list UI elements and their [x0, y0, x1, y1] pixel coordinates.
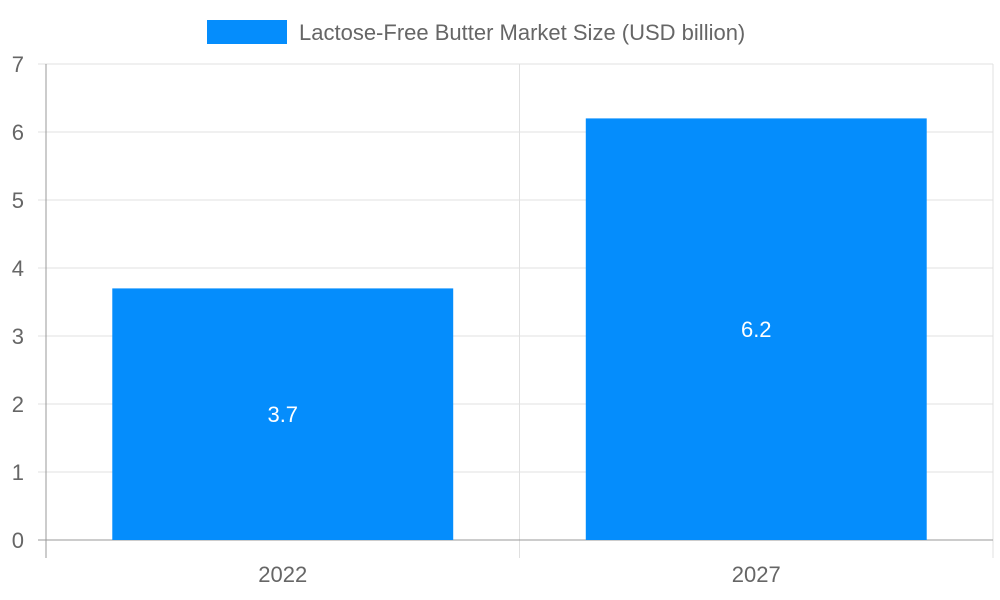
legend[interactable]: Lactose-Free Butter Market Size (USD bil… [207, 20, 745, 45]
labels: 0 1 2 3 4 5 6 7 3.7 2022 6.2 2027 [12, 52, 781, 587]
y-tick-label: 3 [12, 324, 24, 349]
x-tick-label-2022: 2022 [258, 562, 307, 587]
legend-label: Lactose-Free Butter Market Size (USD bil… [299, 20, 745, 45]
y-tick-label: 4 [12, 256, 24, 281]
bar-2022 [112, 288, 454, 540]
data-label-2022: 3.7 [267, 402, 298, 427]
data-label-2027: 6.2 [741, 317, 772, 342]
y-tick-label: 1 [12, 460, 24, 485]
legend-swatch [207, 20, 287, 44]
y-tick-label: 6 [12, 120, 24, 145]
bars [112, 118, 927, 541]
y-tick-label: 0 [12, 528, 24, 553]
y-tick-label: 7 [12, 52, 24, 77]
bar-2027 [585, 118, 927, 541]
x-tick-label-2027: 2027 [732, 562, 781, 587]
y-tick-label: 5 [12, 188, 24, 213]
y-tick-label: 2 [12, 392, 24, 417]
